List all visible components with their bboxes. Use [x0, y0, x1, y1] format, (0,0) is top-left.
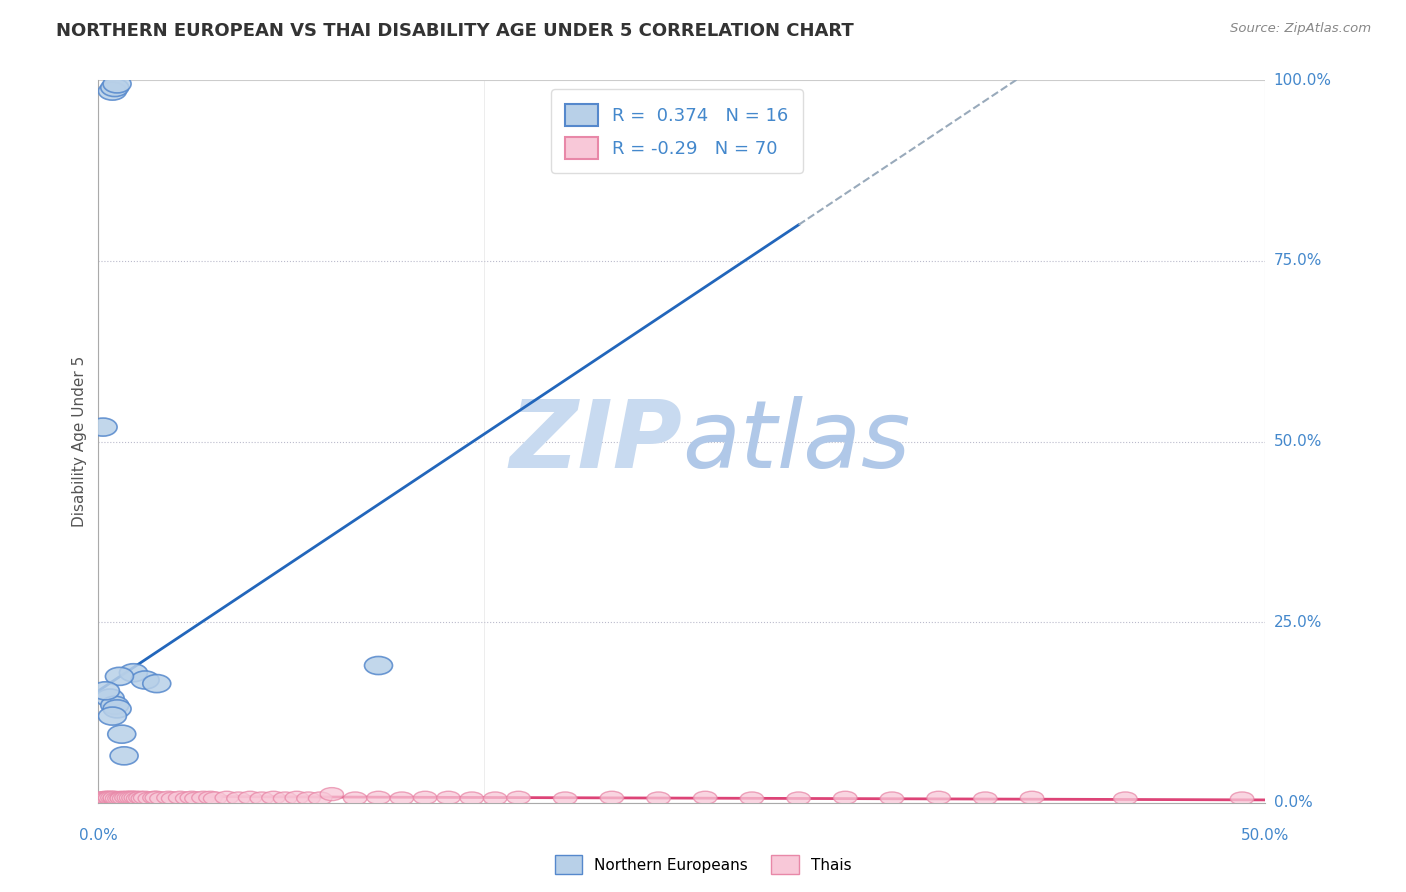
- Text: 100.0%: 100.0%: [1274, 73, 1331, 87]
- Y-axis label: Disability Age Under 5: Disability Age Under 5: [72, 356, 87, 527]
- Text: 0.0%: 0.0%: [79, 828, 118, 843]
- Text: 25.0%: 25.0%: [1274, 615, 1322, 630]
- Text: atlas: atlas: [682, 396, 910, 487]
- Legend: R =  0.374   N = 16, R = -0.29   N = 70: R = 0.374 N = 16, R = -0.29 N = 70: [551, 89, 803, 173]
- Legend: Northern Europeans, Thais: Northern Europeans, Thais: [548, 849, 858, 880]
- Text: NORTHERN EUROPEAN VS THAI DISABILITY AGE UNDER 5 CORRELATION CHART: NORTHERN EUROPEAN VS THAI DISABILITY AGE…: [56, 22, 853, 40]
- Text: 75.0%: 75.0%: [1274, 253, 1322, 268]
- Text: 50.0%: 50.0%: [1274, 434, 1322, 449]
- Text: 50.0%: 50.0%: [1241, 828, 1289, 843]
- Text: Source: ZipAtlas.com: Source: ZipAtlas.com: [1230, 22, 1371, 36]
- Text: 0.0%: 0.0%: [1274, 796, 1312, 810]
- Text: ZIP: ZIP: [509, 395, 682, 488]
